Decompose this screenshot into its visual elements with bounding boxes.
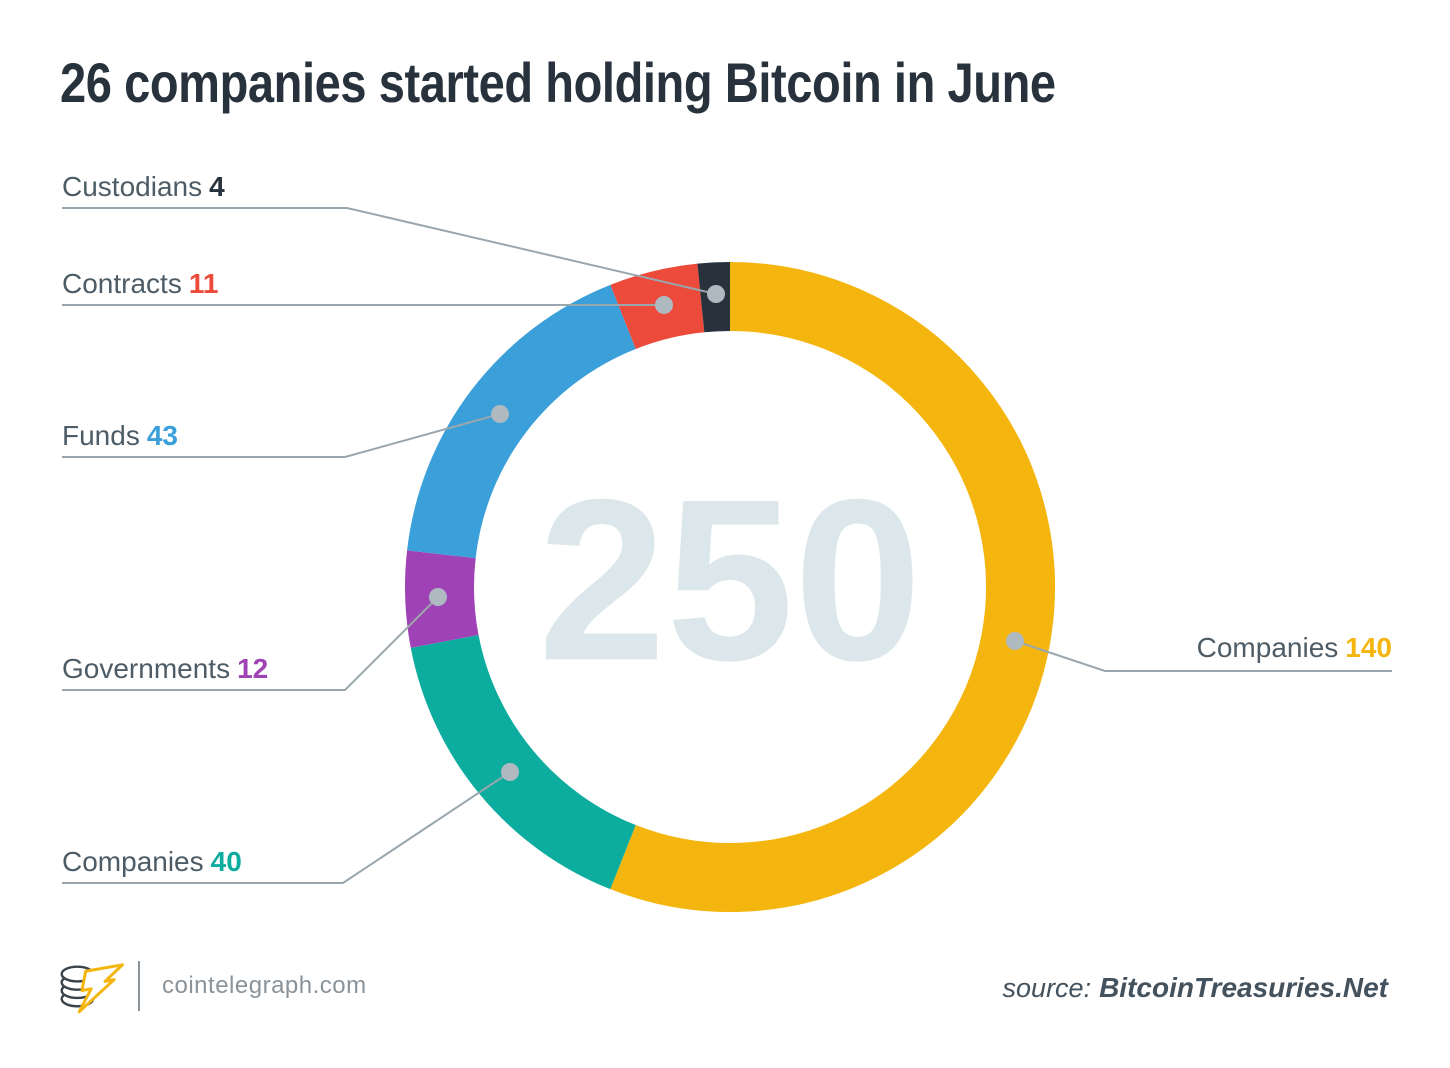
leader-dot-contracts-11 <box>655 296 673 314</box>
callout-contracts-value: 11 <box>188 268 219 299</box>
callout-governments-label: Governments <box>62 653 231 684</box>
cointelegraph-logo-icon <box>60 963 124 1014</box>
source-name: BitcoinTreasuries.Net <box>1099 972 1388 1003</box>
callout-custodians: Custodians 4 <box>62 170 225 204</box>
callout-companies-40-value: 40 <box>210 846 242 877</box>
callout-companies-40-label: Companies <box>62 846 204 877</box>
callout-companies-140-label: Companies <box>1196 632 1339 663</box>
lightning-bolt-icon <box>77 963 124 1014</box>
footer-divider <box>138 961 140 1011</box>
footer-brand-block: cointelegraph.com <box>58 956 367 1016</box>
callout-companies-140: Companies 140 <box>1197 631 1392 665</box>
callout-governments-value: 12 <box>237 653 269 684</box>
callout-funds-label: Funds <box>62 420 140 451</box>
leader-dot-custodians-4 <box>707 285 725 303</box>
callout-custodians-label: Custodians <box>62 171 203 202</box>
leader-line-custodians-4 <box>62 207 717 295</box>
donut-center-total: 250 <box>538 451 922 709</box>
callout-contracts-label: Contracts <box>62 268 182 299</box>
callout-funds-value: 43 <box>146 420 178 451</box>
callout-governments: Governments 12 <box>62 652 268 686</box>
leader-dot-funds-43 <box>491 405 509 423</box>
source-credit: source: BitcoinTreasuries.Net <box>1003 972 1388 1004</box>
callout-companies-140-value: 140 <box>1345 632 1392 663</box>
leader-line-governments-12 <box>62 596 439 691</box>
callout-funds: Funds 43 <box>62 419 178 453</box>
leader-dot-companies-140 <box>1006 632 1024 650</box>
leader-dot-governments-12 <box>429 588 447 606</box>
callout-companies-40: Companies 40 <box>62 845 242 879</box>
brand-url: cointelegraph.com <box>162 972 367 999</box>
page-title: 26 companies started holding Bitcoin in … <box>60 51 1056 114</box>
callout-custodians-value: 4 <box>209 171 225 202</box>
callout-contracts: Contracts 11 <box>62 267 218 301</box>
source-prefix: source: <box>1002 973 1092 1003</box>
leader-line-funds-43 <box>62 413 501 458</box>
leader-line-companies-140 <box>1014 640 1392 672</box>
leader-dot-companies-40 <box>501 763 519 781</box>
leader-line-companies-40 <box>62 771 511 884</box>
